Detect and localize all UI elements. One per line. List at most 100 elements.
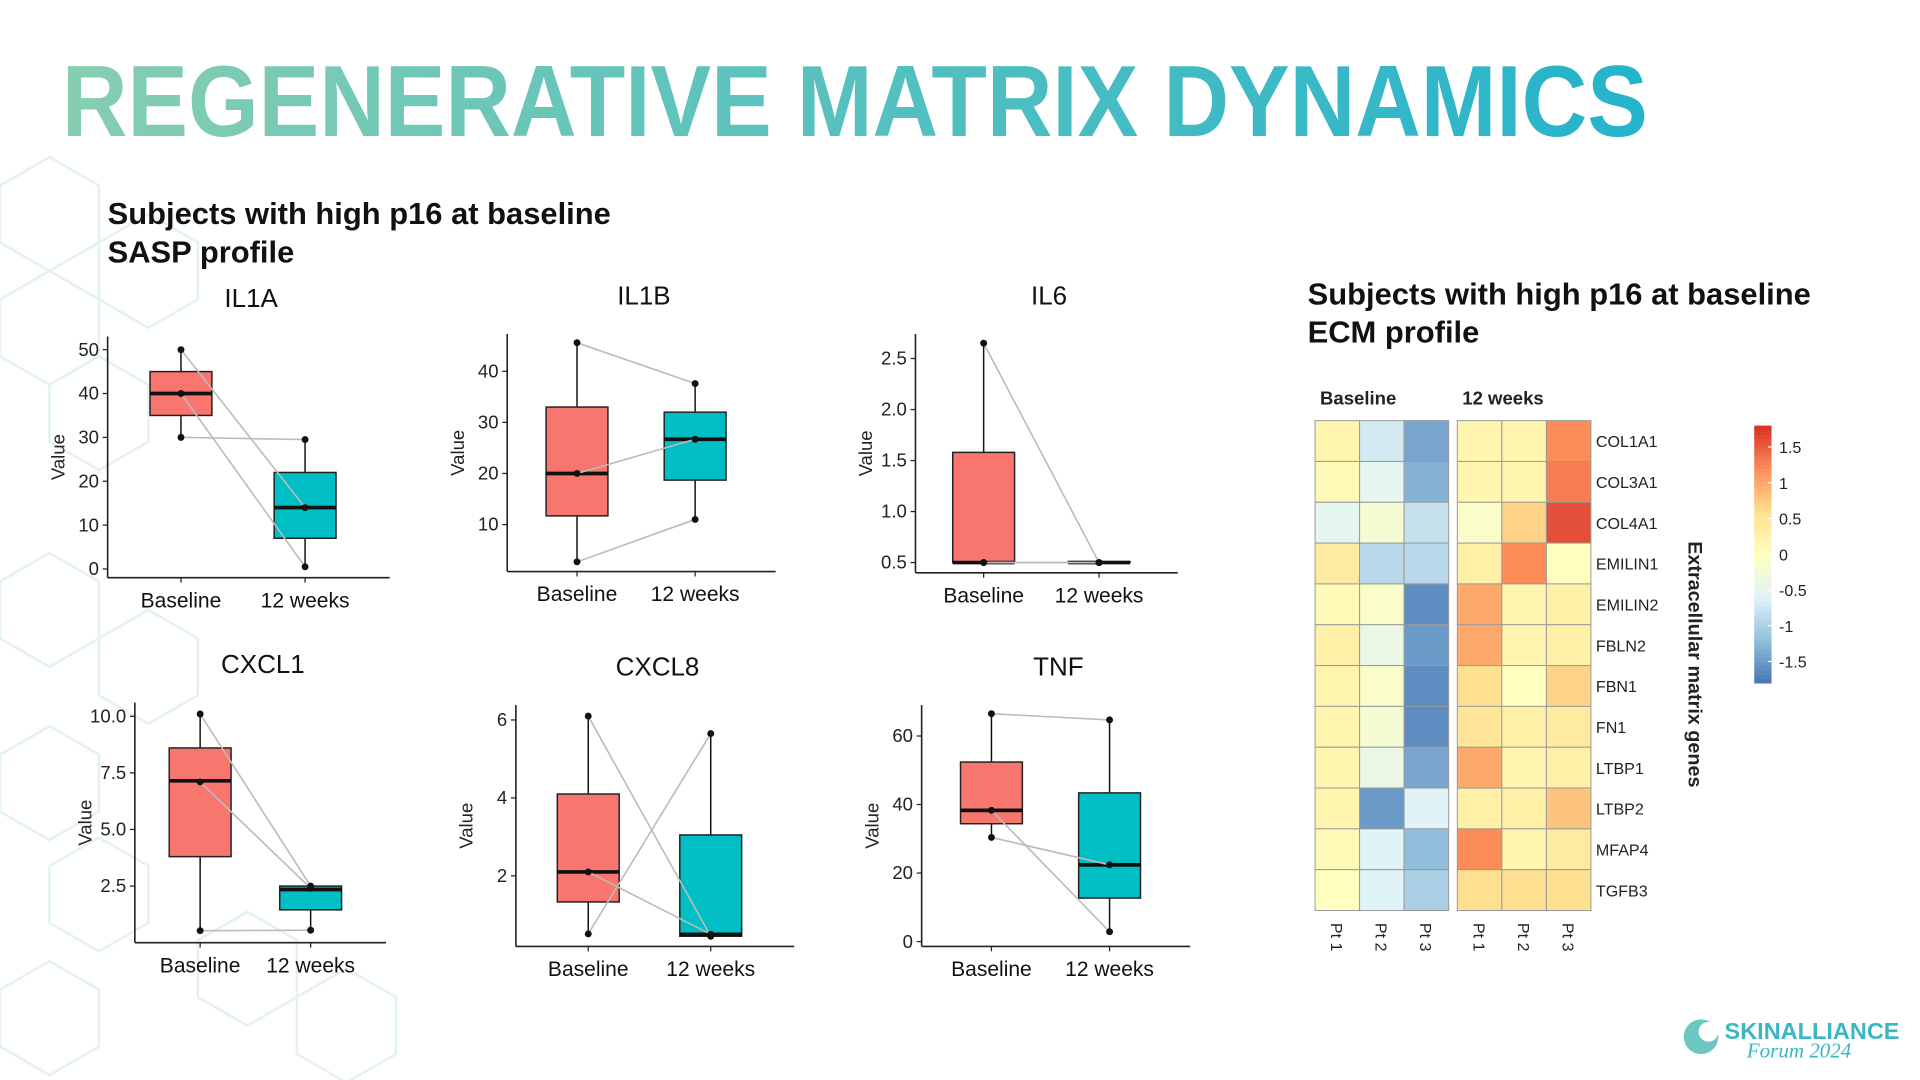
heat-cell	[1314, 869, 1361, 912]
colorbar-segment	[1754, 541, 1772, 547]
heat-cell	[1456, 501, 1503, 544]
ecm-heading: ECM profile	[1308, 315, 1480, 350]
colorbar-segment	[1754, 442, 1772, 448]
point	[691, 435, 699, 443]
heat-cell	[1545, 583, 1592, 626]
colorbar-tick-label: 1.5	[1779, 439, 1801, 457]
y-tick-label: 60	[892, 725, 913, 746]
point	[691, 515, 699, 523]
colorbar-segment	[1754, 601, 1772, 607]
heat-cell	[1545, 624, 1592, 667]
heat-cell	[1314, 787, 1361, 830]
heat-cell	[1314, 828, 1361, 871]
heat-cell	[1545, 665, 1592, 707]
point	[301, 436, 309, 444]
colorbar-tick-label: 0	[1779, 546, 1788, 564]
heat-cell	[1314, 624, 1361, 667]
colorbar-segment	[1754, 627, 1772, 633]
y-tick-label: 1.5	[881, 450, 907, 471]
point	[987, 710, 995, 718]
heat-cell	[1456, 460, 1503, 503]
y-tick-label: 6	[497, 709, 507, 730]
y-tick-label: 7.5	[100, 762, 126, 783]
colorbar-tick-label: 0.5	[1779, 511, 1801, 529]
colorbar-segment	[1754, 434, 1772, 440]
heat-cell	[1359, 705, 1405, 748]
y-axis-label: Value	[456, 803, 477, 849]
y-tick-label: 0	[903, 931, 913, 952]
box	[663, 411, 727, 481]
point	[1106, 928, 1114, 936]
subject-line	[199, 713, 312, 887]
row-label: EMILIN1	[1596, 556, 1659, 574]
y-axis-label: Value	[855, 430, 876, 476]
y-tick-label: 10	[478, 514, 499, 535]
panel-title: CXCL8	[616, 651, 700, 681]
heat-cell	[1545, 869, 1592, 912]
heat-cell	[1314, 460, 1361, 503]
colorbar-segment	[1754, 429, 1772, 435]
subject-line	[991, 836, 1110, 866]
colorbar-segment	[1754, 519, 1772, 525]
point	[196, 927, 204, 935]
y-tick-label: 30	[478, 412, 499, 433]
column-label: Pt 1	[1327, 923, 1345, 952]
y-tick-label: 2	[497, 865, 507, 886]
heat-cell	[1403, 828, 1450, 871]
x-tick-label: Baseline	[537, 583, 618, 606]
y-tick-label: 1.0	[881, 501, 907, 522]
point	[980, 559, 988, 567]
background-hexagons	[0, 155, 398, 1080]
heat-cell	[1501, 828, 1547, 871]
panel-title: IL6	[1031, 280, 1067, 310]
logo-icon	[1698, 1021, 1719, 1042]
x-tick-label: Baseline	[160, 954, 241, 977]
heat-cell	[1456, 787, 1503, 830]
column-label: Pt 2	[1372, 923, 1390, 952]
row-label: FN1	[1596, 719, 1626, 737]
point	[1106, 861, 1114, 869]
box	[545, 406, 609, 517]
colorbar-segment	[1754, 678, 1772, 684]
y-tick-label: 40	[78, 383, 99, 404]
row-label: COL1A1	[1596, 433, 1658, 451]
column-label: Pt 1	[1469, 923, 1487, 952]
logo-brand: SKINALLIANCE	[1725, 1018, 1900, 1044]
heat-cell	[1314, 583, 1361, 626]
colorbar-segment	[1754, 588, 1772, 594]
heat-cell	[1403, 624, 1450, 667]
column-label: Pt 3	[1558, 923, 1576, 952]
y-axis-label: Value	[75, 800, 96, 846]
heat-cell	[1456, 583, 1503, 626]
heat-cell	[1501, 460, 1547, 503]
y-tick-label: 2.0	[881, 399, 907, 420]
x-tick-label: 12 weeks	[1055, 584, 1144, 607]
subject-line	[587, 733, 712, 935]
row-label: LTBP2	[1596, 801, 1644, 819]
colorbar-segment	[1754, 507, 1772, 512]
box	[959, 761, 1024, 825]
colorbar-segment	[1754, 502, 1772, 508]
y-axis-label: Value	[447, 430, 468, 476]
colorbar-segment	[1754, 447, 1772, 452]
x-tick-label: 12 weeks	[651, 583, 740, 606]
point	[584, 712, 592, 720]
point	[196, 778, 204, 786]
y-tick-label: 40	[478, 360, 499, 381]
heat-cell	[1359, 460, 1405, 503]
colorbar-segment	[1754, 652, 1772, 658]
heat-cell	[1501, 583, 1547, 626]
heat-cell	[1545, 828, 1592, 871]
point	[177, 433, 185, 441]
heat-cell	[1403, 869, 1450, 912]
heat-cell	[1314, 705, 1361, 748]
colorbar-segment	[1754, 528, 1772, 534]
point	[301, 563, 309, 571]
x-tick-label: Baseline	[141, 589, 222, 612]
heat-cell	[1359, 787, 1405, 830]
y-tick-label: 50	[78, 339, 99, 360]
colorbar-segment	[1754, 665, 1772, 671]
colorbar-segment	[1754, 472, 1772, 478]
heat-cell	[1501, 787, 1547, 830]
